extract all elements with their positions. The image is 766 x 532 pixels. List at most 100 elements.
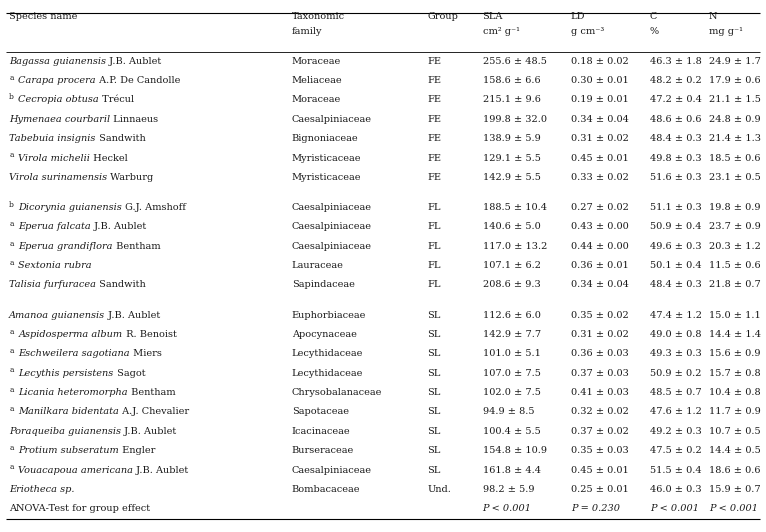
Text: 0.25 ± 0.01: 0.25 ± 0.01 (571, 485, 628, 494)
Text: 94.9 ± 8.5: 94.9 ± 8.5 (483, 408, 534, 417)
Text: Burseraceae: Burseraceae (292, 446, 354, 455)
Text: 0.33 ± 0.02: 0.33 ± 0.02 (571, 173, 629, 182)
Text: Meliaceae: Meliaceae (292, 76, 342, 85)
Text: 20.3 ± 1.2: 20.3 ± 1.2 (709, 242, 761, 251)
Text: 18.6 ± 0.6: 18.6 ± 0.6 (709, 466, 760, 475)
Text: FE: FE (427, 134, 441, 143)
Text: 0.27 ± 0.02: 0.27 ± 0.02 (571, 203, 629, 212)
Text: 48.4 ± 0.3: 48.4 ± 0.3 (650, 134, 702, 143)
Text: 255.6 ± 48.5: 255.6 ± 48.5 (483, 56, 546, 65)
Text: Euphorbiaceae: Euphorbiaceae (292, 311, 366, 320)
Text: 49.8 ± 0.3: 49.8 ± 0.3 (650, 154, 702, 163)
Text: 51.1 ± 0.3: 51.1 ± 0.3 (650, 203, 702, 212)
Text: 142.9 ± 7.7: 142.9 ± 7.7 (483, 330, 541, 339)
Text: 10.7 ± 0.5: 10.7 ± 0.5 (709, 427, 761, 436)
Text: 0.30 ± 0.01: 0.30 ± 0.01 (571, 76, 628, 85)
Text: Eriotheca sp.: Eriotheca sp. (9, 485, 75, 494)
Text: Warburg: Warburg (107, 173, 153, 182)
Text: 11.7 ± 0.9: 11.7 ± 0.9 (709, 408, 761, 417)
Text: Eperua grandiflora: Eperua grandiflora (18, 242, 113, 251)
Text: J.B. Aublet: J.B. Aublet (106, 56, 162, 65)
Text: 215.1 ± 9.6: 215.1 ± 9.6 (483, 95, 541, 104)
Text: 24.9 ± 1.7: 24.9 ± 1.7 (709, 56, 761, 65)
Text: G.J. Amshoff: G.J. Amshoff (122, 203, 186, 212)
Text: Taxonomic: Taxonomic (292, 12, 345, 21)
Text: Myristicaceae: Myristicaceae (292, 154, 362, 163)
Text: 51.5 ± 0.4: 51.5 ± 0.4 (650, 466, 702, 475)
Text: %: % (650, 27, 659, 36)
Text: 0.36 ± 0.03: 0.36 ± 0.03 (571, 350, 628, 358)
Text: 46.3 ± 1.8: 46.3 ± 1.8 (650, 56, 702, 65)
Text: R. Benoist: R. Benoist (123, 330, 176, 339)
Text: a: a (9, 444, 14, 452)
Text: 21.8 ± 0.7: 21.8 ± 0.7 (709, 280, 761, 289)
Text: Talisia furfuracea: Talisia furfuracea (9, 280, 97, 289)
Text: SLA: SLA (483, 12, 503, 21)
Text: Bagassa guianensis: Bagassa guianensis (9, 56, 106, 65)
Text: 14.4 ± 0.5: 14.4 ± 0.5 (709, 446, 761, 455)
Text: 50.9 ± 0.4: 50.9 ± 0.4 (650, 222, 702, 231)
Text: Amanoa guianensis: Amanoa guianensis (9, 311, 105, 320)
Text: 0.36 ± 0.01: 0.36 ± 0.01 (571, 261, 628, 270)
Text: 107.1 ± 6.2: 107.1 ± 6.2 (483, 261, 541, 270)
Text: a: a (9, 405, 14, 413)
Text: a: a (9, 220, 14, 228)
Text: Poraqueiba guianensis: Poraqueiba guianensis (9, 427, 121, 436)
Text: a: a (9, 74, 14, 82)
Text: 161.8 ± 4.4: 161.8 ± 4.4 (483, 466, 541, 475)
Text: Heckel: Heckel (90, 154, 128, 163)
Text: 0.34 ± 0.04: 0.34 ± 0.04 (571, 115, 629, 124)
Text: 100.4 ± 5.5: 100.4 ± 5.5 (483, 427, 540, 436)
Text: 0.32 ± 0.02: 0.32 ± 0.02 (571, 408, 629, 417)
Text: FL: FL (427, 203, 441, 212)
Text: N: N (709, 12, 717, 21)
Text: Vouacapoua americana: Vouacapoua americana (18, 466, 133, 475)
Text: Lecythis persistens: Lecythis persistens (18, 369, 113, 378)
Text: 47.6 ± 1.2: 47.6 ± 1.2 (650, 408, 702, 417)
Text: Licania heteromorpha: Licania heteromorpha (18, 388, 128, 397)
Text: SL: SL (427, 466, 441, 475)
Text: 15.6 ± 0.9: 15.6 ± 0.9 (709, 350, 760, 358)
Text: 154.8 ± 10.9: 154.8 ± 10.9 (483, 446, 547, 455)
Text: 49.3 ± 0.3: 49.3 ± 0.3 (650, 350, 702, 358)
Text: 47.2 ± 0.4: 47.2 ± 0.4 (650, 95, 702, 104)
Text: 46.0 ± 0.3: 46.0 ± 0.3 (650, 485, 702, 494)
Text: a: a (9, 347, 14, 355)
Text: Bentham: Bentham (128, 388, 175, 397)
Text: P < 0.001: P < 0.001 (483, 504, 532, 513)
Text: FE: FE (427, 173, 441, 182)
Text: 0.18 ± 0.02: 0.18 ± 0.02 (571, 56, 628, 65)
Text: Sandwith: Sandwith (97, 280, 146, 289)
Text: Caesalpiniaceae: Caesalpiniaceae (292, 222, 372, 231)
Text: 98.2 ± 5.9: 98.2 ± 5.9 (483, 485, 534, 494)
Text: 0.44 ± 0.00: 0.44 ± 0.00 (571, 242, 628, 251)
Text: Sapotaceae: Sapotaceae (292, 408, 349, 417)
Text: 208.6 ± 9.3: 208.6 ± 9.3 (483, 280, 540, 289)
Text: Protium subseratum: Protium subseratum (18, 446, 119, 455)
Text: Caesalpiniaceae: Caesalpiniaceae (292, 115, 372, 124)
Text: b: b (9, 201, 14, 209)
Text: Sapindaceae: Sapindaceae (292, 280, 355, 289)
Text: FE: FE (427, 154, 441, 163)
Text: 129.1 ± 5.5: 129.1 ± 5.5 (483, 154, 541, 163)
Text: FL: FL (427, 261, 441, 270)
Text: 21.4 ± 1.3: 21.4 ± 1.3 (709, 134, 761, 143)
Text: FE: FE (427, 76, 441, 85)
Text: 0.41 ± 0.03: 0.41 ± 0.03 (571, 388, 629, 397)
Text: Lauraceae: Lauraceae (292, 261, 344, 270)
Text: Miers: Miers (130, 350, 162, 358)
Text: J.B. Aublet: J.B. Aublet (91, 222, 146, 231)
Text: Lecythidaceae: Lecythidaceae (292, 350, 363, 358)
Text: a: a (9, 367, 14, 375)
Text: 158.6 ± 6.6: 158.6 ± 6.6 (483, 76, 540, 85)
Text: Und.: Und. (427, 485, 451, 494)
Text: FE: FE (427, 115, 441, 124)
Text: 0.45 ± 0.01: 0.45 ± 0.01 (571, 154, 628, 163)
Text: 10.4 ± 0.8: 10.4 ± 0.8 (709, 388, 761, 397)
Text: SL: SL (427, 350, 441, 358)
Text: FL: FL (427, 222, 441, 231)
Text: 0.45 ± 0.01: 0.45 ± 0.01 (571, 466, 628, 475)
Text: ANOVA-Test for group effect: ANOVA-Test for group effect (9, 504, 150, 513)
Text: 140.6 ± 5.0: 140.6 ± 5.0 (483, 222, 540, 231)
Text: Virola surinamensis: Virola surinamensis (9, 173, 107, 182)
